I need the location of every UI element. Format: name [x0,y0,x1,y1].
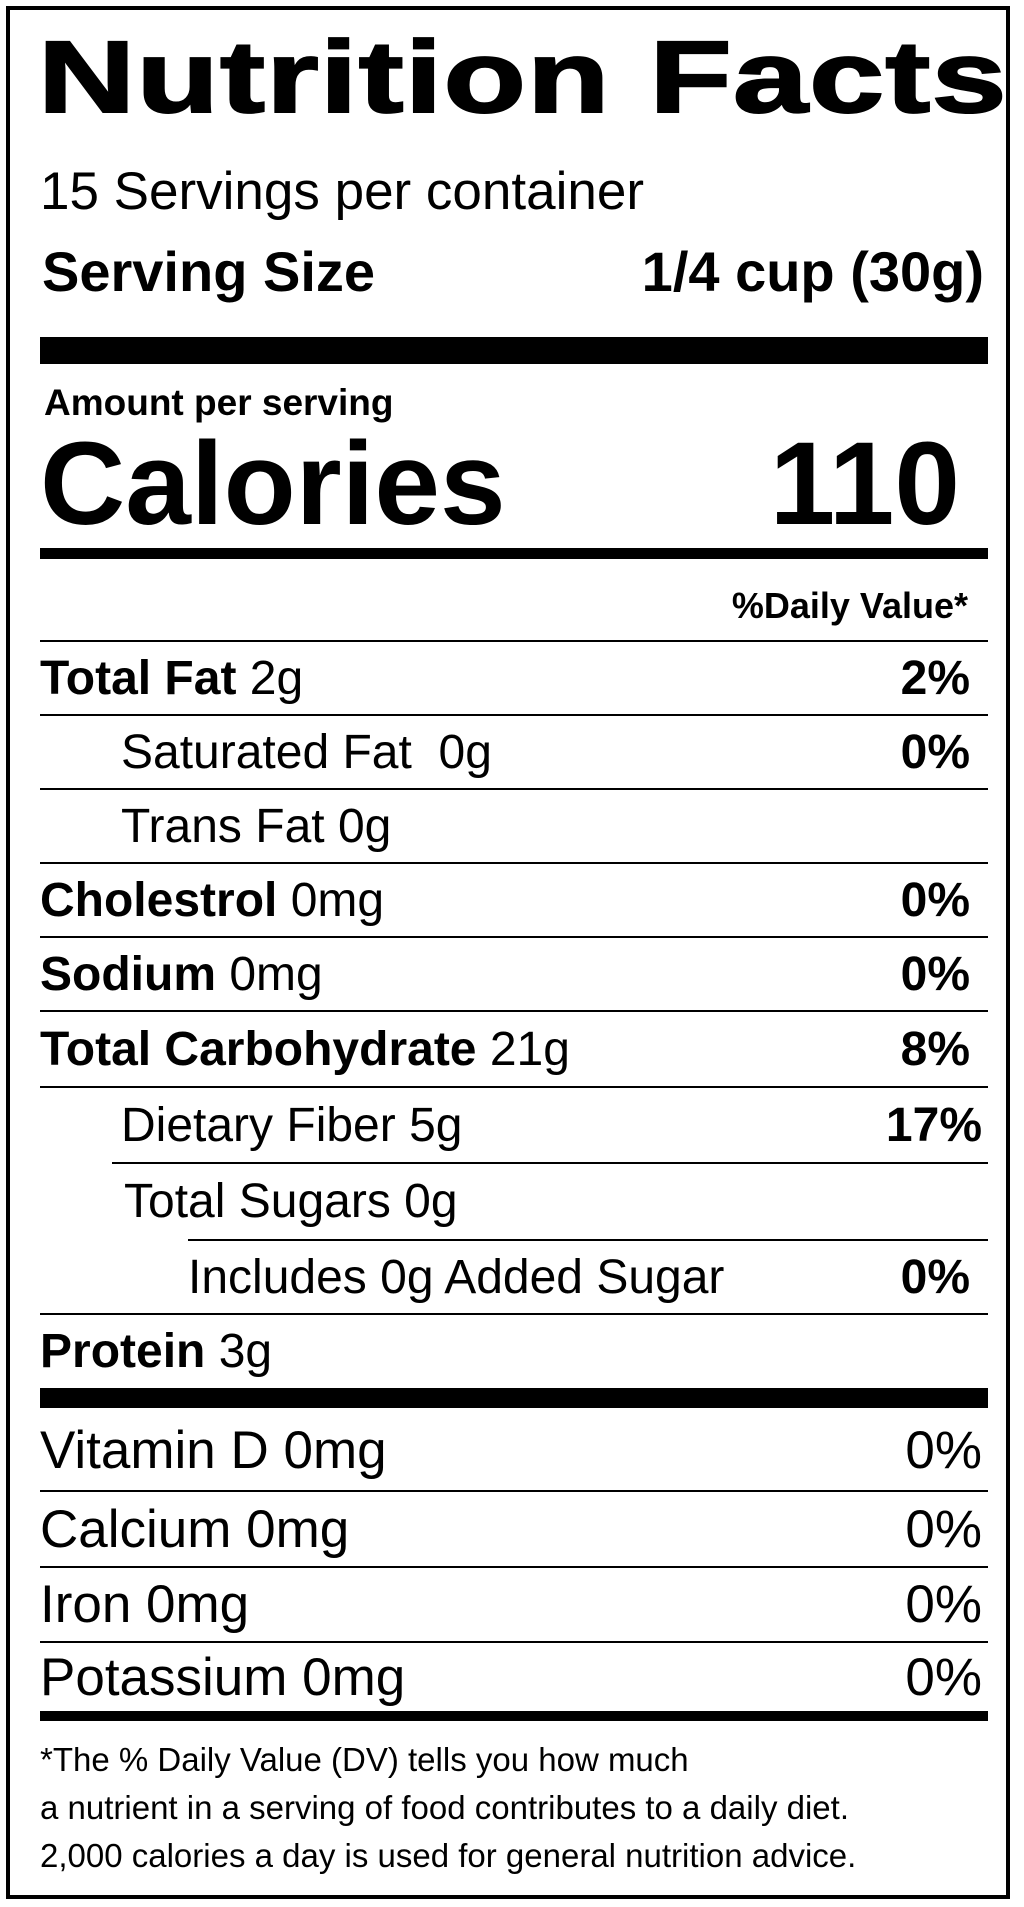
nutrient-dv: 0% [900,947,970,1001]
nutrient-dv: 8% [900,1022,970,1076]
nutrient-name: Total Carbohydrate [40,1022,477,1076]
nutrient-amount: 3g [218,1325,273,1378]
nutrient-dv: 0% [900,725,970,779]
vitamin-dv: 0% [905,1647,982,1707]
nutrient-amount: 0g [337,799,392,853]
nutrient-row-total-fat: Total Fat 2g 2% [40,640,988,714]
nutrient-name: Cholestrol [40,873,278,927]
vitamin-name: Iron 0mg [40,1575,250,1634]
nutrient-dv: 0% [900,873,970,927]
footnote-line-3: 2,000 calories a day is used for general… [40,1837,857,1874]
nutrient-row-sodium: Sodium 0mg 0% [40,936,988,1010]
vitamin-name: Vitamin D 0mg [40,1420,387,1480]
vitamin-dv: 0% [905,1575,982,1634]
daily-value-header: %Daily Value* [731,585,968,626]
vitamin-row-potassium: Potassium 0mg 0% [40,1641,988,1711]
amount-per-serving: Amount per serving [44,382,394,423]
thick-divider [40,337,988,364]
nutrient-name: Total Fat [40,651,237,705]
nutrient-name: Saturated Fat [121,725,412,779]
nutrient-row-total-sugars: Total Sugars 0g [112,1162,988,1239]
vitamin-name: Calcium 0mg [40,1499,350,1559]
nutrient-row-total-carbohydrate: Total Carbohydrate 21g 8% [40,1010,988,1086]
vitamin-row-vitamin-d: Vitamin D 0mg 0% [40,1412,988,1488]
nutrient-name: Dietary Fiber [121,1098,396,1152]
nutrient-dv: 17% [885,1098,982,1152]
label-title: Nutrition Facts [37,20,1008,134]
nutrient-name: Protein [40,1325,206,1378]
nutrient-row-saturated-fat: Saturated Fat 0g 0% [40,714,988,788]
medium-divider [40,548,988,559]
nutrient-amount: 0mg [229,947,323,1001]
nutrient-row-cholesterol: Cholestrol 0mg 0% [40,862,988,936]
nutrient-amount: 2g [249,651,304,705]
nutrient-row-protein: Protein 3g [40,1313,988,1388]
vitamin-dv: 0% [905,1420,982,1480]
vitamin-row-calcium: Calcium 0mg 0% [40,1490,988,1566]
nutrient-dv: 0% [900,1250,970,1304]
nutrient-amount: 0g [404,1175,458,1228]
calories-label: Calories [40,418,506,550]
nutrient-amount: 0mg [290,873,385,927]
calories-value: 110 [769,418,960,550]
serving-size-label: Serving Size [42,240,376,303]
footnote-line-2: a nutrient in a serving of food contribu… [40,1789,849,1826]
nutrient-amount: 0g [425,725,492,779]
nutrient-row-added-sugar: Includes 0g Added Sugar 0% [188,1239,988,1313]
nutrient-name: Includes 0g Added Sugar [188,1250,725,1304]
nutrient-name: Total Sugars [124,1175,391,1228]
medium-divider [40,1711,988,1721]
label-border [6,6,1010,1899]
nutrient-amount: 21g [489,1022,570,1076]
nutrient-name: Trans Fat [121,799,325,853]
nutrient-row-dietary-fiber: Dietary Fiber 5g 17% [40,1086,988,1162]
footnote-line-1: *The % Daily Value (DV) tells you how mu… [40,1741,689,1778]
vitamin-row-iron: Iron 0mg 0% [40,1566,988,1641]
servings-per-container: 15 Servings per container [40,162,644,221]
thick-divider [40,1388,988,1408]
nutrient-amount: 5g [409,1098,463,1152]
vitamin-name: Potassium 0mg [40,1647,406,1707]
vitamin-dv: 0% [905,1499,982,1559]
serving-size-value: 1/4 cup (30g) [641,240,984,303]
nutrient-name: Sodium [40,947,216,1001]
nutrient-row-trans-fat: Trans Fat 0g [40,788,988,862]
nutrient-dv: 2% [900,651,970,705]
